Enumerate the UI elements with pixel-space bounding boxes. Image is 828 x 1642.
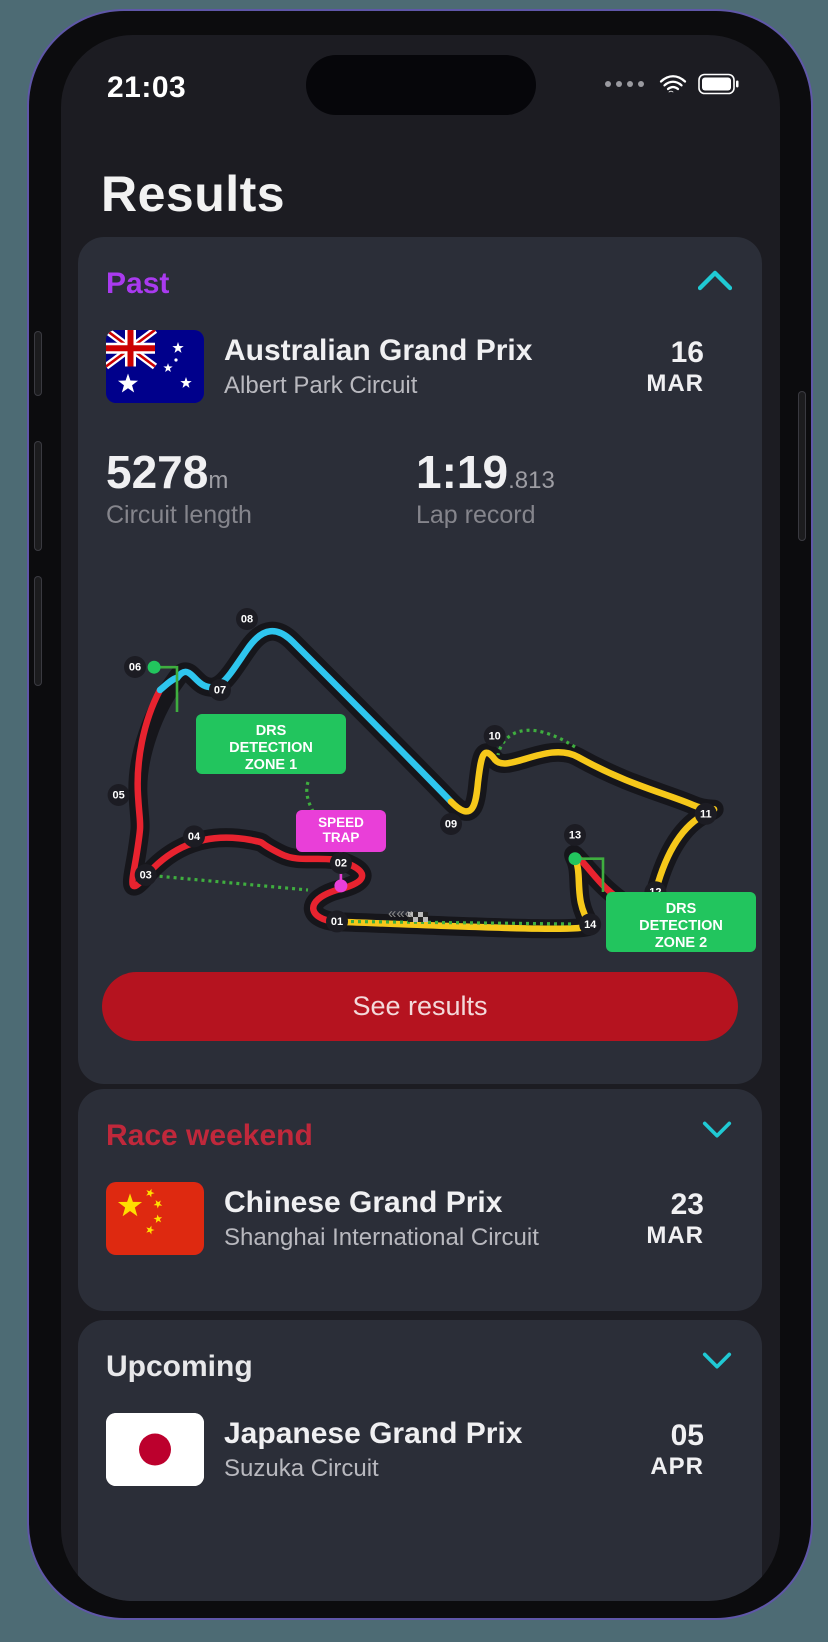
svg-text:02: 02 [335, 858, 347, 870]
svg-text:ZONE 2: ZONE 2 [655, 935, 707, 951]
svg-text:03: 03 [140, 870, 152, 882]
svg-text:14: 14 [584, 919, 597, 931]
svg-text:13: 13 [569, 830, 581, 842]
svg-text:04: 04 [188, 831, 201, 843]
svg-text:01: 01 [331, 916, 343, 928]
svg-text:DRS: DRS [666, 901, 697, 917]
svg-text:05: 05 [112, 790, 124, 802]
svg-text:06: 06 [129, 662, 141, 674]
svg-text:SPEED: SPEED [318, 815, 364, 830]
svg-text:ZONE 1: ZONE 1 [245, 757, 297, 773]
svg-text:11: 11 [700, 808, 712, 820]
svg-text:08: 08 [241, 614, 253, 626]
svg-text:09: 09 [445, 819, 457, 831]
svg-text:07: 07 [214, 685, 226, 697]
svg-text:TRAP: TRAP [323, 830, 360, 845]
svg-text:DETECTION: DETECTION [639, 918, 723, 934]
svg-text:«««: ««« [388, 905, 413, 922]
svg-text:DRS: DRS [256, 723, 287, 739]
svg-text:DETECTION: DETECTION [229, 740, 313, 756]
svg-text:10: 10 [489, 731, 501, 743]
